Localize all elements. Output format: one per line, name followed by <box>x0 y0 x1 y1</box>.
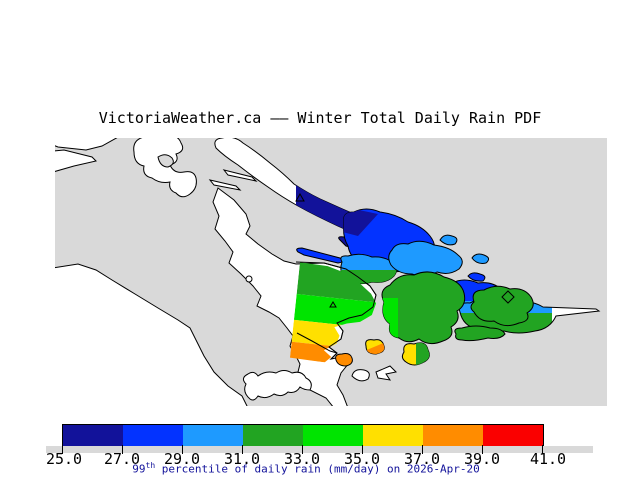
vancouver-island-south-landmass <box>55 263 248 406</box>
triangle-marker-small-icon <box>329 301 337 308</box>
colorbar-segment <box>423 425 483 447</box>
colorbar <box>62 424 544 448</box>
colorbar-tick-label: 39.0 <box>463 450 501 468</box>
plot-title: VictoriaWeather.ca —— Winter Total Daily… <box>98 109 542 127</box>
colorbar-tick-label: 35.0 <box>343 450 381 468</box>
colorbar-tick-label: 41.0 <box>529 450 567 468</box>
colorbar-segment <box>243 425 303 447</box>
colorbar-tick-strip <box>46 446 593 453</box>
harbour-outlines <box>242 365 398 401</box>
colorbar-tick <box>302 445 303 454</box>
sliver-island-blue <box>296 247 344 264</box>
colorbar-tick-label: 37.0 <box>403 450 441 468</box>
colorbar-segment <box>123 425 183 447</box>
vancouver-island-north-shore <box>55 138 118 172</box>
colorbar-tick <box>362 445 363 454</box>
colorbar-tick <box>482 445 483 454</box>
triangle-marker-icon <box>295 192 305 202</box>
dodger-blue-islands <box>388 234 490 277</box>
colorbar-tick <box>62 445 63 454</box>
caption-base: 99 <box>132 462 146 476</box>
colorbar-segment <box>183 425 243 447</box>
orange-islet <box>335 353 353 367</box>
colorbar-tick <box>182 445 183 454</box>
inlet-shoreline <box>296 332 338 354</box>
saanich-peninsula-landmass <box>212 187 377 406</box>
diamond-marker-icon <box>501 290 515 304</box>
colorbar-segment <box>483 425 543 447</box>
colorbar-tick <box>242 445 243 454</box>
yellow-green-islet <box>401 342 430 366</box>
colorbar-tick-label: 27.0 <box>103 450 141 468</box>
tiny-blue-islet <box>467 272 486 282</box>
islet-in-lake <box>157 154 174 168</box>
colorbar-segment <box>63 425 123 447</box>
station-markers <box>295 192 515 308</box>
colorbar-segment <box>363 425 423 447</box>
caption-rest: percentile of daily rain (mm/day) on 202… <box>155 462 480 476</box>
colorbar-segment <box>303 425 363 447</box>
caption-superscript: th <box>145 461 156 470</box>
colorbar-tick-label: 25.0 <box>45 450 83 468</box>
yellow-orange-islet <box>365 339 385 355</box>
colorbar-tick <box>122 445 123 454</box>
colorbar-tick <box>542 445 543 454</box>
colorbar-caption: 99th percentile of daily rain (mm/day) o… <box>0 461 612 476</box>
colorbar-tick-label: 31.0 <box>223 450 261 468</box>
northwest-islands <box>133 138 258 283</box>
colorbar-tick <box>422 445 423 454</box>
colorbar-tick-label: 33.0 <box>283 450 321 468</box>
colorbar-tick-label: 29.0 <box>163 450 201 468</box>
